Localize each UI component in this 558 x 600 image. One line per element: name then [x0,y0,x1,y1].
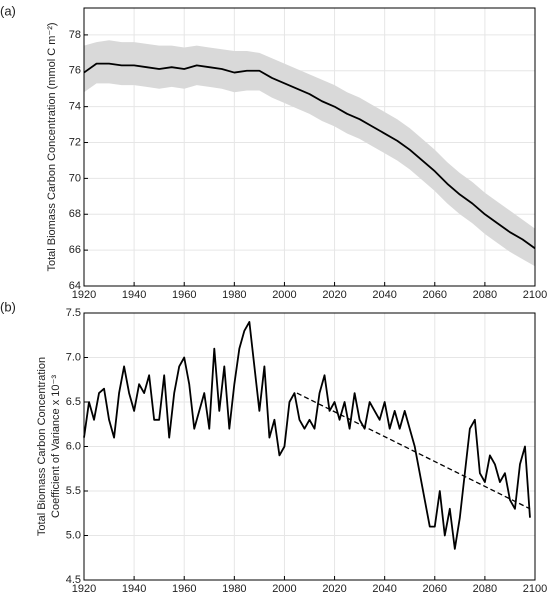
y-tick-label: 64 [69,280,81,292]
x-tick-label: 2100 [523,289,547,301]
y-tick-label: 72 [69,136,81,148]
y-axis-label: Coefficient of Variance x 10⁻³ [50,375,62,518]
x-tick-label: 2020 [322,289,346,301]
y-tick-label: 5.0 [66,529,81,541]
y-tick-label: 6.5 [66,396,81,408]
x-tick-label: 2040 [372,289,396,301]
ensemble-band [84,40,535,267]
series-line [83,62,536,250]
y-tick-label: 70 [69,172,81,184]
x-tick-label: 1980 [222,583,246,595]
x-tick-label: 1940 [122,583,146,595]
x-tick-label: 2040 [372,583,396,595]
x-tick-label: 2080 [473,289,497,301]
x-tick-label: 1940 [122,289,146,301]
y-tick-label: 6.0 [66,440,81,452]
plot-frame [83,312,536,581]
panel-label: (b) [0,299,16,314]
y-axis-label: Total Biomass Carbon Concentration (mmol… [46,22,58,271]
y-tick-label: 7.0 [66,351,81,363]
x-tick-label: 2100 [523,583,547,595]
y-tick-label: 74 [69,101,81,113]
y-tick-label: 7.5 [66,307,81,319]
x-tick-label: 2020 [322,583,346,595]
plot-frame [83,7,536,287]
trend-line [296,392,531,510]
x-tick-label: 1920 [72,583,96,595]
y-tick-label: 76 [69,65,81,77]
y-tick-label: 66 [69,244,81,256]
y-tick-label: 68 [69,208,81,220]
panel-label: (a) [0,3,16,18]
x-tick-label: 2060 [423,583,447,595]
x-tick-label: 2000 [272,289,296,301]
x-tick-label: 1920 [72,289,96,301]
x-tick-label: 2060 [423,289,447,301]
y-tick-label: 4.5 [66,574,81,586]
x-tick-label: 1960 [172,289,196,301]
x-tick-label: 1960 [172,583,196,595]
series-line [83,321,531,550]
x-tick-label: 2000 [272,583,296,595]
x-tick-label: 1980 [222,289,246,301]
x-tick-label: 2080 [473,583,497,595]
y-tick-label: 5.5 [66,485,81,497]
y-tick-label: 78 [69,29,81,41]
y-axis-label: Total Biomass Carbon Concentration [36,357,48,536]
